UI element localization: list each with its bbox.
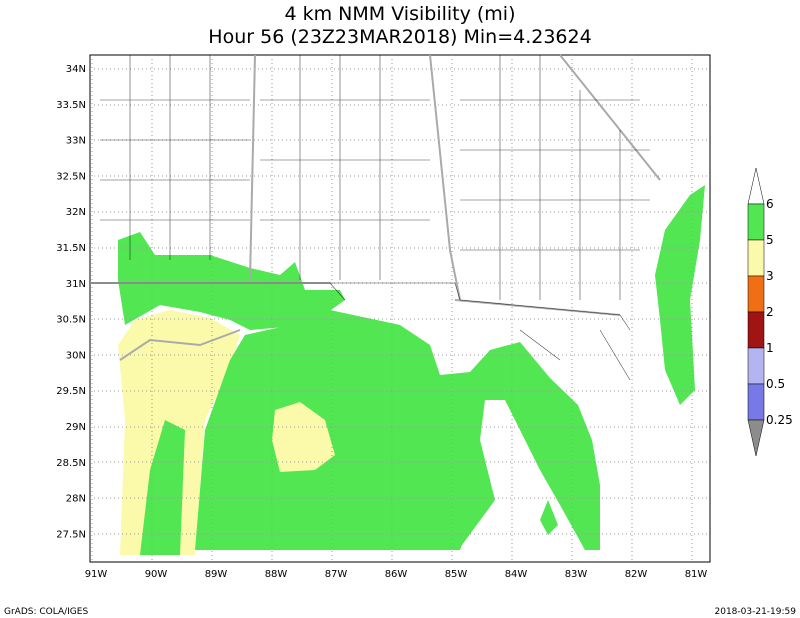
lat-label: 28.5N: [56, 458, 86, 469]
lon-label: 91W: [85, 569, 108, 580]
lon-label: 89W: [205, 569, 228, 580]
lat-label: 30.5N: [56, 315, 86, 326]
lon-label: 88W: [265, 569, 288, 580]
lat-label: 31.5N: [56, 243, 86, 254]
footer-right: 2018-03-21-19:59: [715, 607, 797, 617]
lat-label: 34N: [66, 64, 86, 75]
lon-label: 86W: [385, 569, 408, 580]
lat-label: 29.5N: [56, 386, 86, 397]
colorbar-segment: [747, 239, 765, 277]
subtitle: Hour 56 (23Z23MAR2018) Min=4.23624: [208, 26, 591, 48]
colorbar-label: 2: [766, 305, 774, 319]
lat-label: 32.5N: [56, 171, 86, 182]
lon-label: 84W: [505, 569, 528, 580]
lat-label: 28N: [66, 494, 86, 505]
lon-label: 81W: [685, 569, 708, 580]
green-region: [118, 232, 345, 330]
colorbar-cap: [747, 419, 765, 457]
colorbar-label: 1: [766, 341, 774, 355]
county-lines: [90, 55, 650, 381]
colorbar-segment: [747, 347, 765, 385]
colorbar-segment: [747, 311, 765, 349]
colorbar-cap: [747, 167, 765, 205]
colorbar-label: 5: [766, 233, 774, 247]
title: 4 km NMM Visibility (mi): [285, 3, 516, 25]
lon-label: 82W: [625, 569, 648, 580]
lon-label: 85W: [445, 569, 468, 580]
yellow-region: [272, 402, 335, 472]
green-region: [195, 310, 600, 550]
lon-label: 90W: [145, 569, 168, 580]
lat-label: 27.5N: [56, 529, 86, 540]
lon-label: 83W: [565, 569, 588, 580]
colorbar-label: 6: [766, 197, 774, 211]
lat-label: 30N: [66, 350, 86, 361]
lon-label: 87W: [325, 569, 348, 580]
colorbar-segment: [747, 203, 765, 241]
map-area: [89, 54, 711, 563]
lat-label: 32N: [66, 207, 86, 218]
colorbar-label: 0.25: [766, 413, 793, 427]
colorbar-label: 0.5: [766, 377, 785, 391]
green-region: [140, 420, 185, 555]
lon-labels: 91W 90W 89W 88W 87W 86W 85W 84W 83W 82W 81W: [85, 569, 708, 580]
lat-label: 33.5N: [56, 100, 86, 111]
colorbar: 6 5 3 2 1 0.5 0.25: [747, 167, 793, 457]
lat-label: 33N: [66, 136, 86, 147]
colorbar-label: 3: [766, 269, 774, 283]
lat-label: 29N: [66, 422, 86, 433]
lat-label: 31N: [66, 279, 86, 290]
colorbar-segment: [747, 275, 765, 313]
footer-left: GrADS: COLA/IGES: [4, 607, 88, 617]
colorbar-segment: [747, 383, 765, 421]
green-region: [540, 500, 558, 535]
lat-labels: 34N 33.5N 33N 32.5N 32N 31.5N 31N 30.5N 30N 29.5N…: [56, 64, 86, 540]
